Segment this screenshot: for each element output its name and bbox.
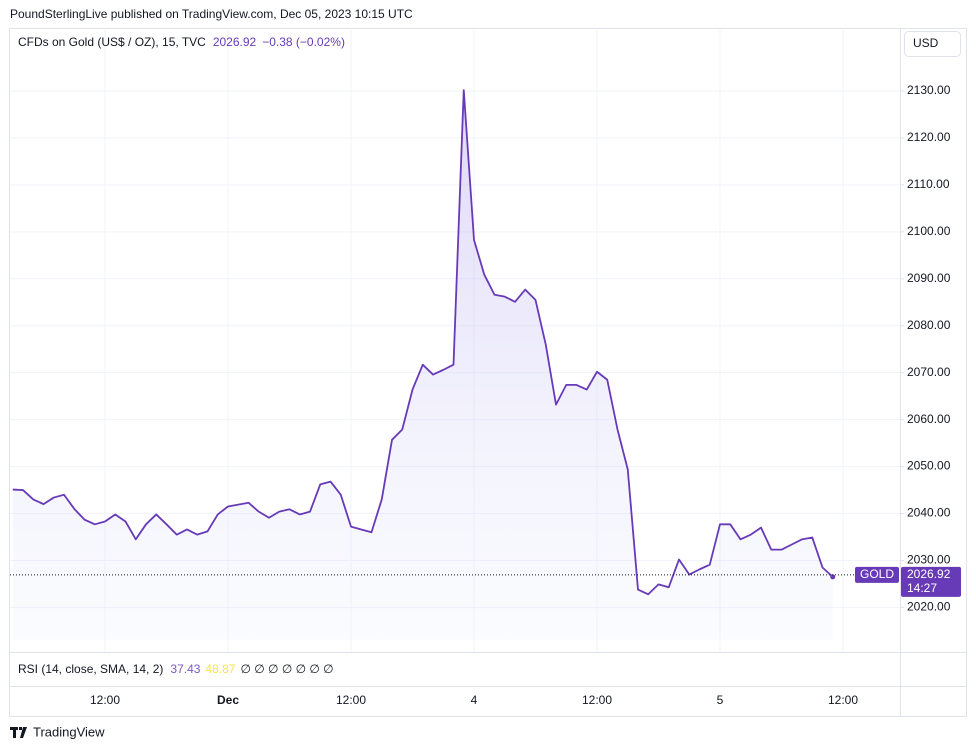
currency[interactable]: USD (913, 36, 939, 50)
y-tick-label: 2120.00 (907, 130, 951, 144)
legend-change: −0.38 (−0.02%) (262, 35, 345, 49)
symbol: GOLD (860, 567, 894, 581)
y-tick-label: 2060.00 (907, 412, 951, 426)
x-tick-label: 12:00 (582, 693, 612, 707)
y-tick-label: 2070.00 (907, 365, 951, 379)
symbol-tag (855, 566, 899, 583)
y-tick-label: 2020.00 (907, 600, 951, 614)
x-tick-label: 12:00 (828, 693, 858, 707)
price-label: 2026.92 (907, 567, 951, 581)
plot (12, 89, 836, 641)
y-tick-label: 2100.00 (907, 224, 951, 238)
rsi-sma: 48.87 (205, 662, 235, 676)
rsi-label: RSI (14, close, SMA, 14, 2) (18, 662, 163, 676)
frame (9, 28, 967, 717)
currency-box[interactable] (904, 31, 961, 57)
rsi-empty: ∅ ∅ ∅ ∅ ∅ ∅ ∅ (240, 662, 333, 676)
legend-price: 2026.92 (213, 35, 257, 49)
price-line (12, 89, 834, 596)
y-tick-label: 2130.00 (907, 83, 951, 97)
y-tick-label: 2050.00 (907, 459, 951, 473)
x-tick-label: 12:00 (90, 693, 120, 707)
price-tag (901, 566, 961, 597)
brand: TradingView (33, 724, 105, 739)
legend-title: CFDs on Gold (US$ / OZ), 15, TVC (18, 35, 206, 49)
rsi-value: 37.43 (170, 662, 200, 676)
logo (10, 727, 27, 738)
x-tick-label: 5 (717, 693, 724, 707)
x-tick-label: 4 (471, 693, 478, 707)
y-tick-label: 2080.00 (907, 318, 951, 332)
countdown: 14:27 (907, 581, 937, 595)
publisher: PoundSterlingLive published on TradingVi… (10, 7, 413, 21)
y-tick-label: 2030.00 (907, 553, 951, 567)
y-tick-label: 2090.00 (907, 271, 951, 285)
x-tick-label: Dec (217, 693, 239, 707)
last-point (830, 574, 836, 580)
x-tick-label: 12:00 (336, 693, 366, 707)
y-tick-label: 2110.00 (907, 177, 950, 191)
y-tick-label: 2040.00 (907, 506, 951, 520)
